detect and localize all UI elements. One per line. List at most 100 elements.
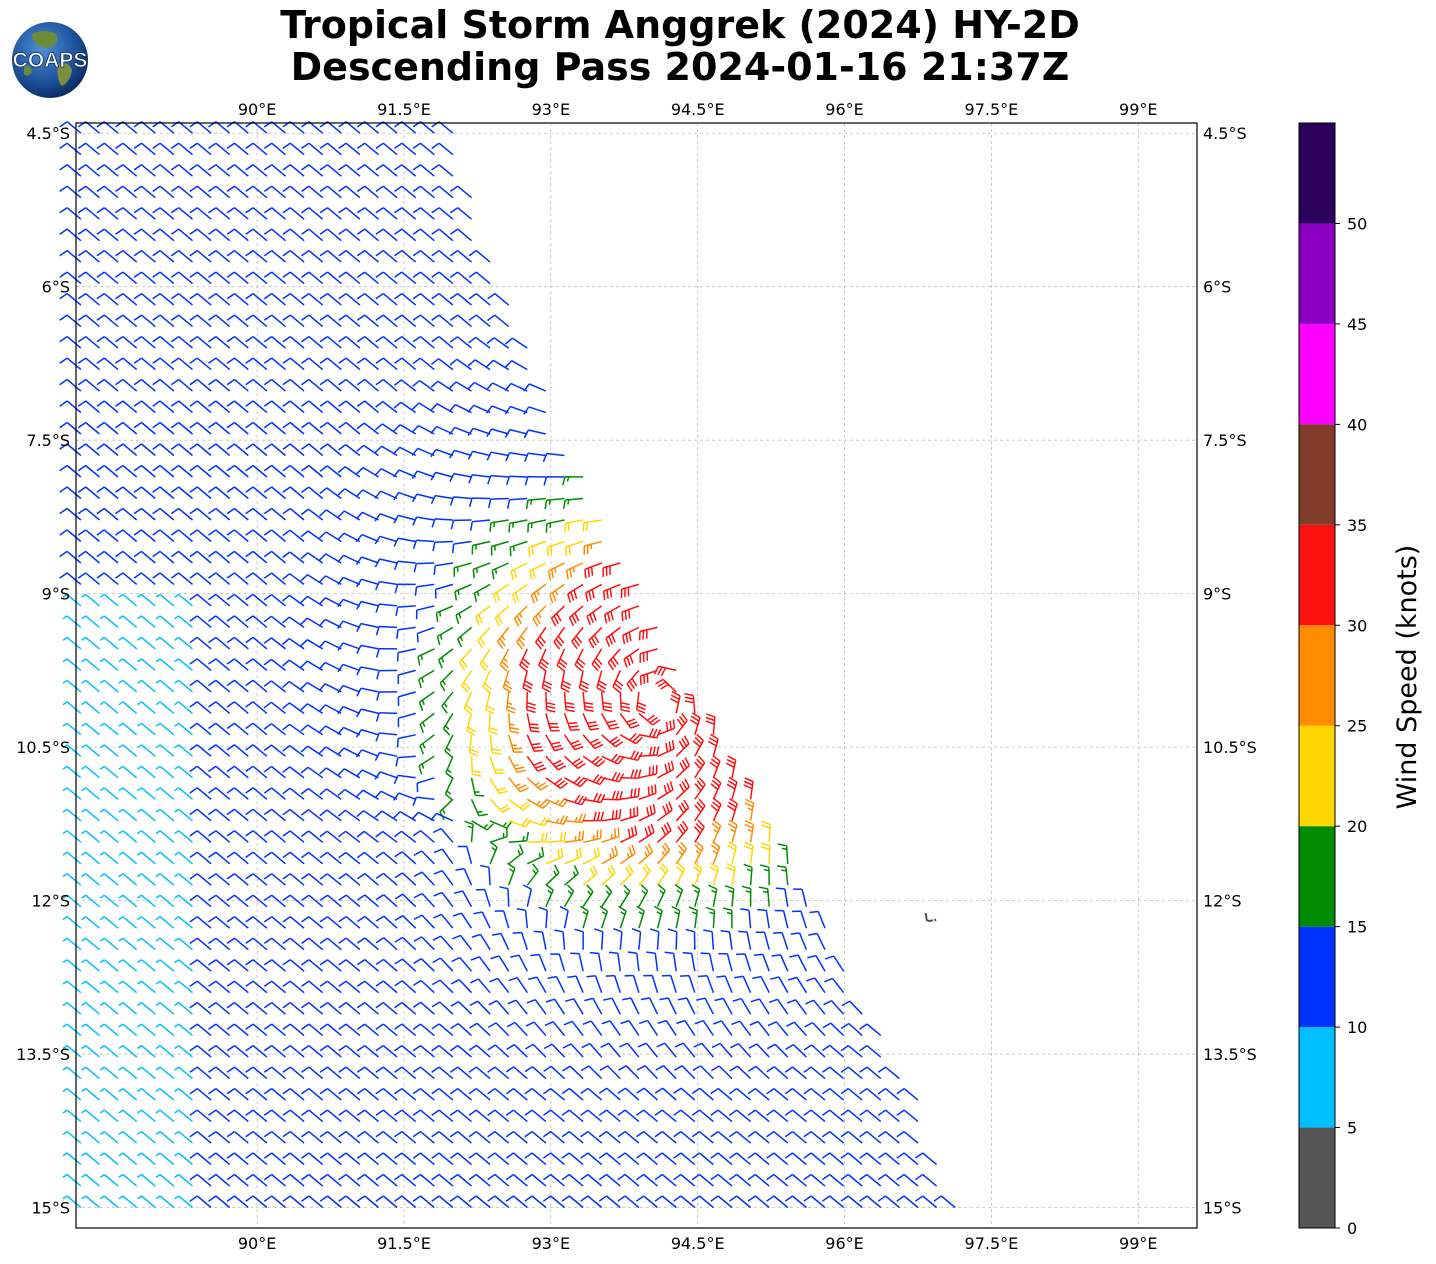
wind-barb bbox=[393, 537, 416, 547]
wind-barb bbox=[542, 452, 565, 463]
wind-barb bbox=[393, 469, 416, 478]
wind-barb bbox=[564, 776, 588, 788]
wind-barb bbox=[189, 1044, 212, 1058]
wind-barb bbox=[81, 1195, 100, 1209]
wind-barb bbox=[580, 1065, 603, 1080]
wind-barb bbox=[467, 450, 491, 460]
wind-barb bbox=[319, 1023, 342, 1037]
wind-barb bbox=[598, 1130, 621, 1144]
wind-barb bbox=[693, 1042, 714, 1058]
wind-barb bbox=[59, 443, 82, 457]
wind-barb bbox=[556, 648, 568, 672]
wind-barb bbox=[118, 894, 138, 908]
wind-barb bbox=[62, 701, 82, 714]
wind-barb bbox=[62, 787, 82, 800]
wind-barb bbox=[96, 529, 119, 543]
wind-barb bbox=[263, 142, 286, 156]
wind-barb bbox=[375, 142, 398, 156]
wind-barb bbox=[896, 1109, 919, 1123]
wind-barb bbox=[635, 1109, 658, 1123]
wind-barb bbox=[419, 734, 435, 755]
wind-barb bbox=[62, 593, 82, 607]
wind-barb bbox=[487, 292, 510, 306]
wind-barb bbox=[81, 894, 100, 908]
wind-barb bbox=[245, 443, 268, 457]
wind-barb bbox=[711, 819, 722, 843]
wind-barb bbox=[436, 626, 454, 646]
wind-barb bbox=[99, 593, 119, 607]
wind-barb bbox=[564, 847, 582, 865]
wind-barb bbox=[152, 164, 175, 177]
wind-barb bbox=[245, 1023, 268, 1037]
wind-barb bbox=[450, 519, 472, 530]
wind-barb bbox=[375, 894, 398, 908]
wind-barb bbox=[617, 1130, 640, 1144]
wind-barb bbox=[282, 830, 305, 843]
wind-barb bbox=[208, 1152, 231, 1166]
lat-tick-label-right: 10.5°S bbox=[1203, 738, 1257, 757]
wind-barb bbox=[506, 1021, 528, 1037]
wind-barb bbox=[118, 744, 138, 757]
wind-barb bbox=[189, 830, 212, 843]
wind-barb bbox=[475, 888, 491, 907]
wind-barb bbox=[588, 626, 603, 649]
wind-barb bbox=[747, 1173, 770, 1187]
wind-barb bbox=[174, 851, 193, 865]
wind-barb bbox=[318, 661, 342, 672]
wind-barb bbox=[62, 937, 82, 951]
wind-barb bbox=[622, 626, 640, 645]
wind-barb bbox=[99, 615, 119, 628]
wind-barb bbox=[619, 712, 640, 729]
wind-barb bbox=[649, 928, 660, 950]
wind-barb bbox=[189, 314, 212, 328]
wind-barb bbox=[768, 998, 789, 1015]
wind-barb bbox=[375, 378, 398, 392]
wind-barb bbox=[170, 314, 193, 328]
wind-barb bbox=[432, 957, 454, 972]
wind-barb bbox=[694, 777, 706, 800]
colorbar-tick-label: 15 bbox=[1347, 918, 1367, 937]
wind-barb bbox=[133, 421, 156, 435]
wind-barb bbox=[118, 679, 138, 693]
wind-barb bbox=[77, 142, 100, 156]
wind-barb bbox=[62, 851, 82, 865]
wind-barb bbox=[375, 580, 398, 591]
wind-barb bbox=[245, 271, 268, 285]
wind-barb bbox=[189, 1087, 212, 1101]
wind-barb bbox=[338, 357, 361, 371]
wind-barb bbox=[468, 473, 491, 484]
wind-barb bbox=[245, 679, 268, 693]
wind-barb bbox=[508, 755, 527, 774]
wind-barb bbox=[62, 1023, 82, 1037]
wind-barb bbox=[282, 573, 305, 586]
wind-barb bbox=[189, 142, 212, 156]
wind-barb bbox=[118, 1109, 138, 1123]
wind-barb bbox=[412, 830, 435, 843]
wind-barb bbox=[509, 540, 528, 557]
wind-barb bbox=[174, 1044, 193, 1058]
wind-barb bbox=[375, 292, 398, 306]
wind-barb bbox=[356, 644, 379, 654]
wind-barb bbox=[877, 1066, 900, 1080]
wind-barb bbox=[62, 679, 82, 693]
wind-barb bbox=[563, 713, 580, 732]
wind-barb bbox=[439, 669, 454, 692]
wind-barb bbox=[263, 830, 286, 843]
wind-barb bbox=[152, 357, 175, 371]
wind-barb bbox=[96, 228, 119, 242]
wind-barb bbox=[375, 164, 398, 177]
wind-barb bbox=[319, 400, 342, 414]
wind-barb bbox=[673, 1130, 696, 1144]
wind-barb bbox=[356, 1023, 379, 1037]
wind-barb bbox=[136, 658, 156, 671]
wind-barb bbox=[319, 228, 342, 242]
wind-barb bbox=[155, 959, 175, 972]
wind-barb bbox=[375, 647, 398, 658]
wind-barb bbox=[118, 701, 138, 714]
wind-barb bbox=[81, 744, 100, 757]
wind-barb bbox=[62, 744, 82, 757]
wind-barb bbox=[356, 666, 379, 676]
wind-barb bbox=[245, 207, 268, 220]
wind-barb bbox=[226, 701, 249, 714]
wind-barb bbox=[430, 812, 454, 822]
